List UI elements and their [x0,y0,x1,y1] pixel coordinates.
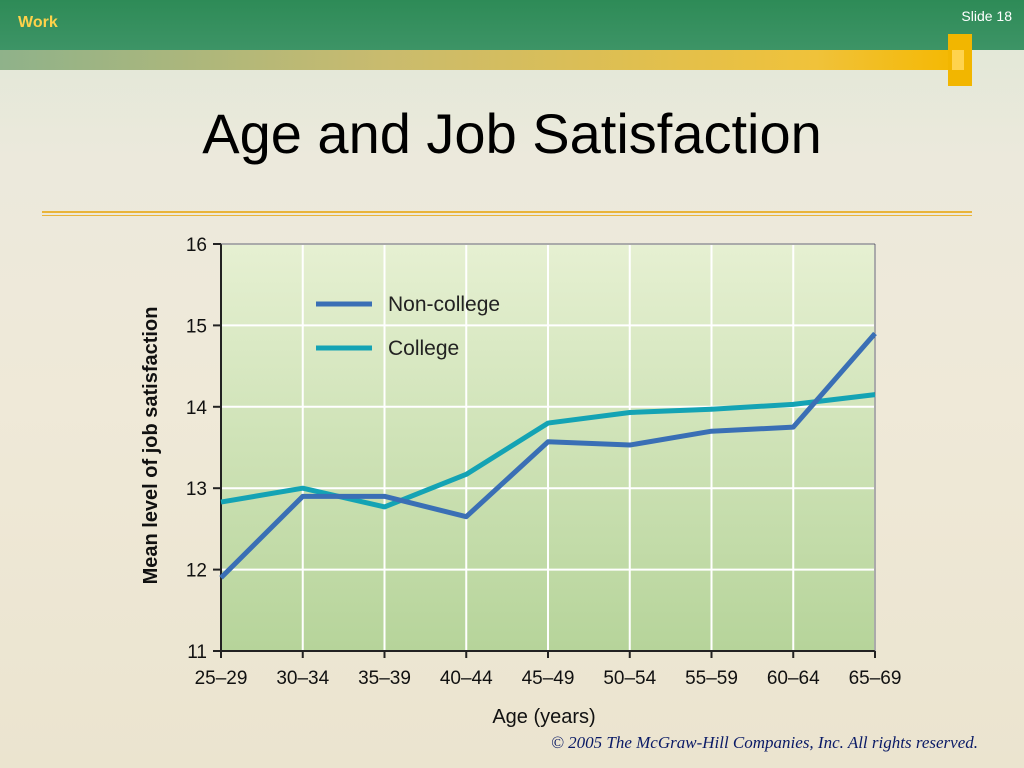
y-tick-label: 12 [186,561,207,582]
x-tick-label: 60–64 [767,668,820,689]
header-accent-block [948,34,972,86]
series-lines [219,331,877,580]
slide-number: Slide 18 [961,8,1012,24]
x-tick-label: 35–39 [358,668,411,689]
header-band [0,0,1024,50]
y-tick-label: 16 [186,235,207,256]
header-accent-bar [0,50,960,70]
x-tick-label: 45–49 [522,668,575,689]
x-tick-label: 40–44 [440,668,493,689]
x-tick-label: 65–69 [849,668,902,689]
x-tick-label: 55–59 [685,668,738,689]
x-tick-label: 25–29 [195,668,248,689]
x-axis-label: Age (years) [492,706,595,728]
slide-title: Age and Job Satisfaction [202,102,822,165]
y-tick-label: 15 [186,316,207,337]
section-label: Work [18,14,58,31]
axes [213,243,876,658]
title-divider [42,211,972,216]
legend-label: College [388,337,459,360]
series-line-non-college [219,331,877,580]
legend-label: Non-college [388,293,500,316]
legend: Non-college College [316,293,500,360]
y-tick-label: 13 [186,479,207,500]
tick-labels: 11 12 13 14 15 16 25–29 30–34 35–39 40–44 45–49 50–… [186,235,902,689]
y-axis-label: Mean level of job satisfaction [140,307,162,585]
y-tick-label: 14 [186,398,208,419]
x-tick-label: 50–54 [603,668,656,689]
copyright-notice: © 2005 The McGraw-Hill Companies, Inc. A… [550,733,978,752]
y-tick-label: 11 [187,642,207,663]
x-tick-label: 30–34 [276,668,329,689]
